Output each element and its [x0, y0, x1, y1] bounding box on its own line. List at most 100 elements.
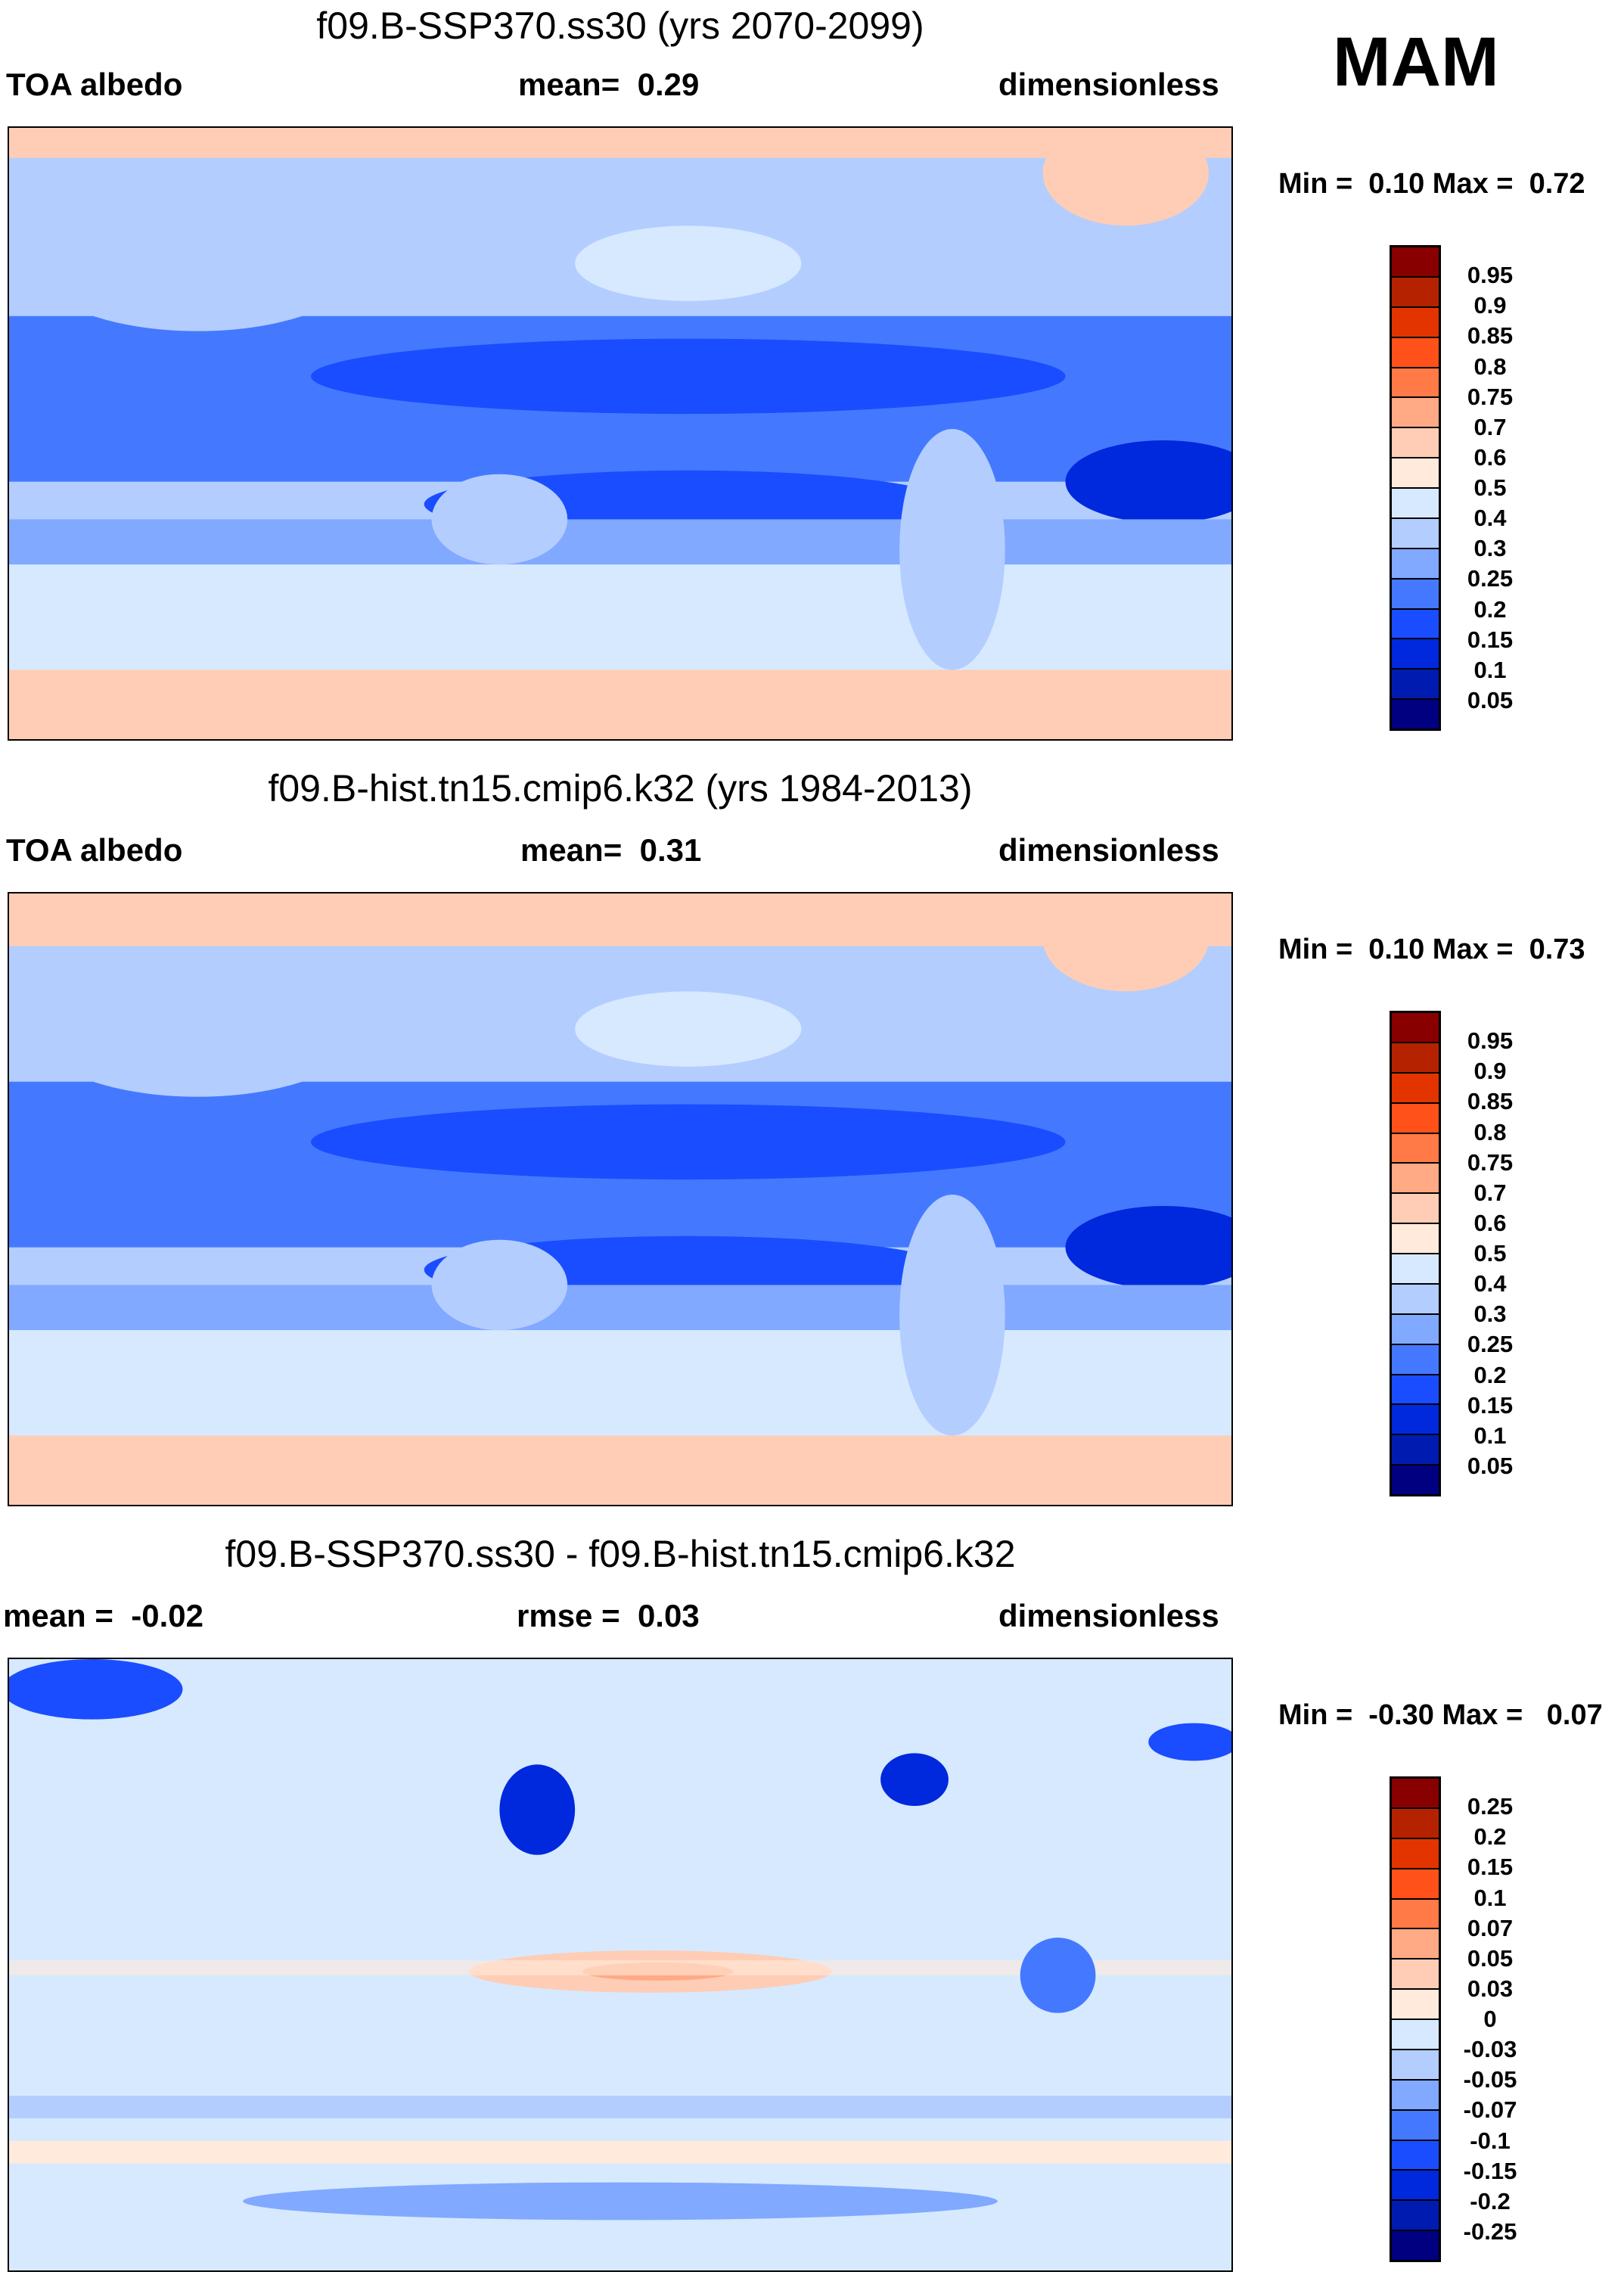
map-rect	[9, 1330, 1231, 1436]
colorbar-label: 0.95	[1467, 1027, 1514, 1055]
panel3-minmax: Min = -0.30 Max = 0.07	[1278, 1699, 1603, 1731]
panel2-variable: TOA albedo	[6, 832, 183, 868]
colorbar-box	[1392, 1103, 1439, 1134]
panel3-rmse: rmse = 0.03	[517, 1598, 700, 1633]
colorbar-label: -0.07	[1463, 2096, 1517, 2124]
panel1-colorbar	[1390, 245, 1441, 731]
colorbar-box	[1392, 1224, 1439, 1254]
map-ellipse	[31, 961, 364, 1097]
colorbar-label: 0.7	[1473, 1179, 1507, 1206]
panel3-units: dimensionless	[998, 1598, 1219, 1633]
colorbar-box	[1392, 579, 1439, 610]
map-rect	[9, 1285, 1231, 1331]
map-rect	[9, 2096, 1231, 2118]
colorbar-label: 0.05	[1467, 686, 1514, 713]
map-rect	[9, 1960, 1231, 1975]
map-ellipse	[499, 1764, 576, 1855]
colorbar-box	[1392, 639, 1439, 670]
colorbar-box	[1392, 2231, 1439, 2260]
colorbar-label: 0.07	[1467, 1914, 1514, 1941]
colorbar-label: -0.05	[1463, 2066, 1517, 2093]
colorbar-label: 0.9	[1473, 292, 1507, 319]
colorbar-label: -0.1	[1470, 2127, 1511, 2154]
panel1-mean: mean= 0.29	[518, 67, 700, 102]
colorbar-box	[1392, 1164, 1439, 1195]
colorbar-label: 0.25	[1467, 565, 1514, 592]
map-rect	[9, 1435, 1231, 1505]
colorbar-label: 0.05	[1467, 1452, 1514, 1479]
colorbar-label: 0.3	[1473, 1301, 1507, 1328]
map-ellipse	[431, 1239, 568, 1331]
map-rect	[9, 893, 1231, 946]
colorbar-box	[1392, 1344, 1439, 1375]
colorbar-box	[1392, 700, 1439, 729]
panel1-title: f09.B-SSP370.ss30 (yrs 2070-2099)	[316, 5, 924, 47]
colorbar-box	[1392, 1959, 1439, 1991]
colorbar-box	[1392, 1043, 1439, 1074]
colorbar-label: 0.15	[1467, 1854, 1514, 1881]
colorbar-label: 0.1	[1473, 1422, 1507, 1449]
panel3-mean: mean = -0.02	[3, 1598, 203, 1633]
colorbar-box	[1392, 307, 1439, 338]
colorbar-label: 0.2	[1473, 1823, 1507, 1851]
map-ellipse	[575, 991, 802, 1067]
map-ellipse	[899, 1195, 1005, 1436]
colorbar-box	[1392, 670, 1439, 701]
colorbar-box	[1392, 2050, 1439, 2081]
colorbar-box	[1392, 368, 1439, 399]
map-ellipse	[311, 1104, 1066, 1180]
map-ellipse	[243, 2182, 998, 2221]
colorbar-label: 0.75	[1467, 383, 1514, 410]
panel2-minmax: Min = 0.10 Max = 0.73	[1278, 934, 1585, 965]
colorbar-label: 0.1	[1473, 656, 1507, 683]
panel3-colorbar-labels: 0.25 0.2 0.15 0.1 0.07 0.05 0.03 0 -0.03 -0.05 -0.…	[1449, 1776, 1532, 2262]
panel3-colorbar	[1390, 1776, 1441, 2262]
colorbar-label: 0.4	[1473, 1270, 1507, 1297]
colorbar-box	[1392, 247, 1439, 278]
colorbar-label: -0.2	[1470, 2187, 1511, 2214]
colorbar-label: -0.15	[1463, 2157, 1517, 2184]
colorbar-label: 0.75	[1467, 1148, 1514, 1176]
panel1-map	[8, 126, 1233, 741]
map-ellipse	[880, 1753, 949, 1807]
colorbar-label: 0.05	[1467, 1944, 1514, 1972]
map-ellipse	[1020, 1938, 1096, 2013]
colorbar-box	[1392, 1808, 1439, 1839]
colorbar-label: 0.25	[1467, 1793, 1514, 1820]
colorbar-box	[1392, 489, 1439, 519]
colorbar-box	[1392, 398, 1439, 429]
panel3-title: f09.B-SSP370.ss30 - f09.B-hist.tn15.cmip…	[225, 1533, 1016, 1575]
colorbar-box	[1392, 1465, 1439, 1494]
map-ellipse	[1065, 1205, 1231, 1289]
colorbar-box	[1392, 1314, 1439, 1345]
colorbar-label: 0.6	[1473, 443, 1507, 471]
colorbar-box	[1392, 1073, 1439, 1104]
colorbar-box	[1392, 1405, 1439, 1436]
panel1-colorbar-labels: 0.95 0.9 0.85 0.8 0.75 0.7 0.6 0.5 0.4 0.3 0.25 0.2…	[1449, 245, 1532, 731]
colorbar-label: 0.8	[1473, 353, 1507, 380]
colorbar-box	[1392, 2201, 1439, 2232]
colorbar-box	[1392, 1838, 1439, 1869]
colorbar-label: 0.5	[1473, 1240, 1507, 1266]
map-ellipse	[31, 195, 364, 331]
map-ellipse	[1042, 893, 1209, 992]
colorbar-label: 0.15	[1467, 626, 1514, 653]
colorbar-box	[1392, 1375, 1439, 1406]
panel1-variable: TOA albedo	[6, 67, 183, 102]
colorbar-label: 0.3	[1473, 535, 1507, 562]
colorbar-box	[1392, 518, 1439, 549]
map-rect	[9, 564, 1231, 670]
panel2-colorbar-labels: 0.95 0.9 0.85 0.8 0.75 0.7 0.6 0.5 0.4 0.3 0.25 0.2…	[1449, 1011, 1532, 1496]
colorbar-label: 0.85	[1467, 1088, 1514, 1115]
panel2-map	[8, 892, 1233, 1506]
colorbar-label: -0.03	[1463, 2036, 1517, 2063]
map-ellipse	[575, 225, 802, 301]
colorbar-label: 0.6	[1473, 1209, 1507, 1236]
colorbar-box	[1392, 1899, 1439, 1930]
map-rect	[9, 128, 1231, 158]
panel1-minmax: Min = 0.10 Max = 0.72	[1278, 168, 1585, 200]
map-rect	[9, 519, 1231, 565]
colorbar-box	[1392, 2020, 1439, 2050]
colorbar-box	[1392, 1284, 1439, 1315]
